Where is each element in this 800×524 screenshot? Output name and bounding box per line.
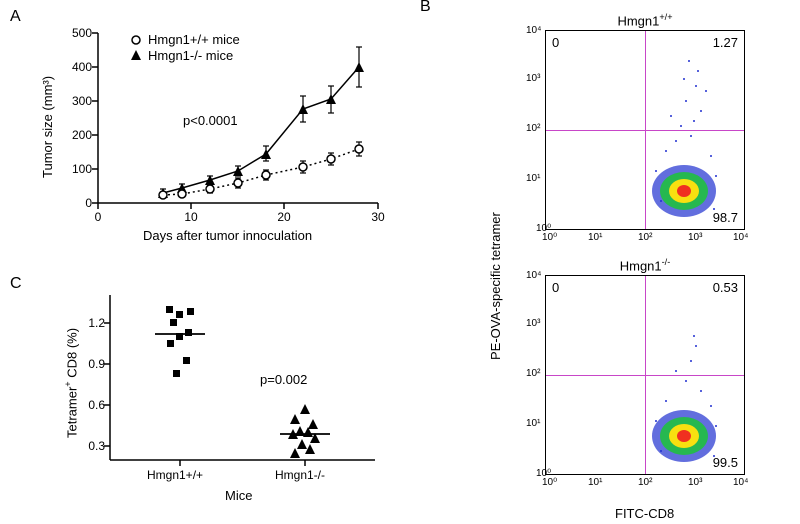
facs-bot-yt1: 10¹ xyxy=(526,418,540,429)
facs-bottom: 0 0.53 99.5 xyxy=(545,275,745,475)
panel-a-label: A xyxy=(10,8,21,26)
panel-a-xtick-10: 10 xyxy=(181,210,201,224)
panel-c-pvalue: p=0.002 xyxy=(260,372,307,387)
facs-top-title: Hmgn1+/+ xyxy=(545,12,745,28)
panel-a-ytick-0: 0 xyxy=(62,196,92,210)
facs-top-xt3: 10³ xyxy=(688,232,702,243)
facs-top-yt1: 10¹ xyxy=(526,173,540,184)
panel-b-facs: PE-OVA-specific tetramer FITC-CD8 Hmgn1+… xyxy=(430,0,800,524)
panel-c-cat-ko: Hmgn1-/- xyxy=(275,468,325,482)
panel-c-dotplot: 0.3 0.6 0.9 1.2 Hmgn1+/+ Hmgn1-/- Tetram… xyxy=(35,280,405,515)
facs-top-q1: 0 xyxy=(552,35,559,50)
facs-top-xt0: 10⁰ xyxy=(542,232,557,243)
panel-c-ylabel: Tetramer+ CD8 (%) xyxy=(63,328,79,438)
facs-bot-xt1: 10¹ xyxy=(588,477,602,488)
panel-a-xtick-0: 0 xyxy=(88,210,108,224)
facs-bot-xt4: 10⁴ xyxy=(733,477,748,488)
panel-a-legend-wt: Hmgn1+/+ mice xyxy=(148,32,240,47)
panel-a-xlabel: Days after tumor innoculation xyxy=(143,228,312,243)
facs-bot-xt0: 10⁰ xyxy=(542,477,557,488)
facs-bot-yt3: 10³ xyxy=(526,318,540,329)
panel-c-xlabel: Mice xyxy=(225,488,252,503)
panel-a-tumor-growth: 0 100 200 300 400 500 0 10 20 30 Tumor s… xyxy=(28,18,408,253)
panel-a-ylabel: Tumor size (mm³) xyxy=(40,76,55,178)
panel-c-yt-12: 1.2 xyxy=(75,316,105,330)
facs-top-q4: 98.7 xyxy=(713,210,738,225)
facs-top-xt2: 10² xyxy=(638,232,652,243)
panel-c-cat-wt: Hmgn1+/+ xyxy=(147,468,203,482)
panel-c-label: C xyxy=(10,275,22,293)
facs-bottom-title: Hmgn1-/- xyxy=(545,257,745,273)
facs-top-xt1: 10¹ xyxy=(588,232,602,243)
facs-top-yt3: 10³ xyxy=(526,73,540,84)
facs-bottom-q4: 99.5 xyxy=(713,455,738,470)
facs-top-xt4: 10⁴ xyxy=(733,232,748,243)
facs-top: 0 1.27 98.7 xyxy=(545,30,745,230)
panel-c-yt-09: 0.9 xyxy=(75,357,105,371)
panel-a-ytick-100: 100 xyxy=(62,162,92,176)
facs-top-q2: 1.27 xyxy=(713,35,738,50)
panel-b-ylabel: PE-OVA-specific tetramer xyxy=(488,212,503,360)
panel-c-yt-03: 0.3 xyxy=(75,439,105,453)
facs-top-yt4: 10⁴ xyxy=(526,25,541,36)
facs-bot-yt4: 10⁴ xyxy=(526,270,541,281)
facs-bottom-q1: 0 xyxy=(552,280,559,295)
panel-a-xtick-30: 30 xyxy=(368,210,388,224)
panel-a-legend-ko: Hmgn1-/- mice xyxy=(148,48,233,63)
panel-c-yt-06: 0.6 xyxy=(75,398,105,412)
facs-bot-yt2: 10² xyxy=(526,368,540,379)
panel-a-ytick-500: 500 xyxy=(62,26,92,40)
panel-a-pvalue: p<0.0001 xyxy=(183,113,238,128)
panel-a-ytick-200: 200 xyxy=(62,128,92,142)
facs-bottom-q2: 0.53 xyxy=(713,280,738,295)
facs-bot-xt2: 10² xyxy=(638,477,652,488)
panel-b-xlabel: FITC-CD8 xyxy=(615,506,674,521)
panel-a-xtick-20: 20 xyxy=(274,210,294,224)
facs-top-yt2: 10² xyxy=(526,123,540,134)
panel-a-ytick-400: 400 xyxy=(62,60,92,74)
panel-a-ytick-300: 300 xyxy=(62,94,92,108)
facs-bot-xt3: 10³ xyxy=(688,477,702,488)
